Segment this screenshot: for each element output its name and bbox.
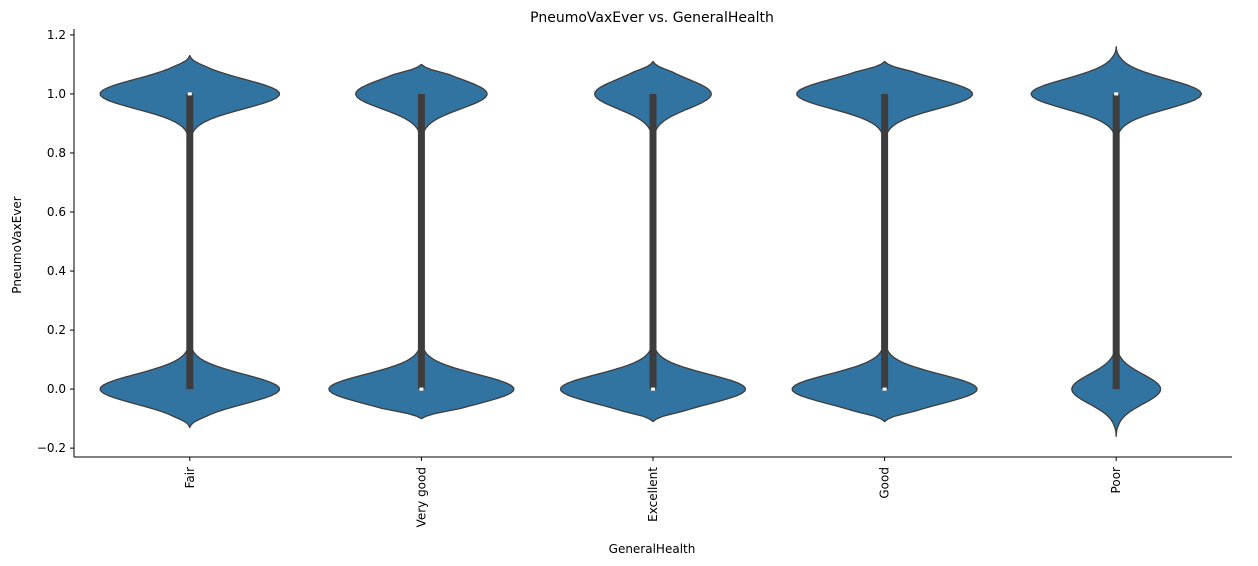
y-tick-label: 0.6 bbox=[47, 205, 66, 219]
iqr-box bbox=[649, 93, 657, 390]
violin-plot-area bbox=[99, 46, 1203, 437]
median-marker bbox=[882, 387, 887, 391]
y-tick-label: 0.0 bbox=[47, 382, 66, 396]
x-tick-label: Good bbox=[878, 467, 892, 499]
y-tick-label: 0.2 bbox=[47, 323, 66, 337]
chart-title: PneumoVaxEver vs. GeneralHealth bbox=[530, 10, 774, 26]
x-tick-label: Fair bbox=[183, 467, 197, 488]
x-tick-label: Excellent bbox=[646, 467, 660, 522]
y-axis-label: PneumoVaxEver bbox=[10, 196, 24, 293]
x-tick-label: Poor bbox=[1109, 467, 1123, 493]
median-marker bbox=[419, 387, 424, 391]
iqr-box bbox=[417, 93, 425, 390]
y-tick-label: 0.8 bbox=[47, 146, 66, 160]
median-marker bbox=[651, 387, 655, 391]
iqr-box bbox=[881, 93, 889, 390]
iqr-box bbox=[186, 93, 194, 390]
iqr-box bbox=[1112, 93, 1120, 390]
x-axis-ticks: Fair Very good Excellent Good Poor bbox=[183, 457, 1123, 527]
median-marker bbox=[187, 92, 192, 96]
median-marker bbox=[1114, 92, 1119, 96]
y-tick-label: 1.0 bbox=[47, 87, 66, 101]
x-axis-label: GeneralHealth bbox=[609, 542, 696, 556]
y-axis-ticks: −0.2 0.0 0.2 0.4 0.6 0.8 1.0 1.2 bbox=[37, 28, 74, 455]
y-tick-label: −0.2 bbox=[37, 441, 66, 455]
y-tick-label: 0.4 bbox=[47, 264, 66, 278]
y-tick-label: 1.2 bbox=[47, 28, 66, 42]
x-tick-label: Very good bbox=[414, 467, 428, 527]
